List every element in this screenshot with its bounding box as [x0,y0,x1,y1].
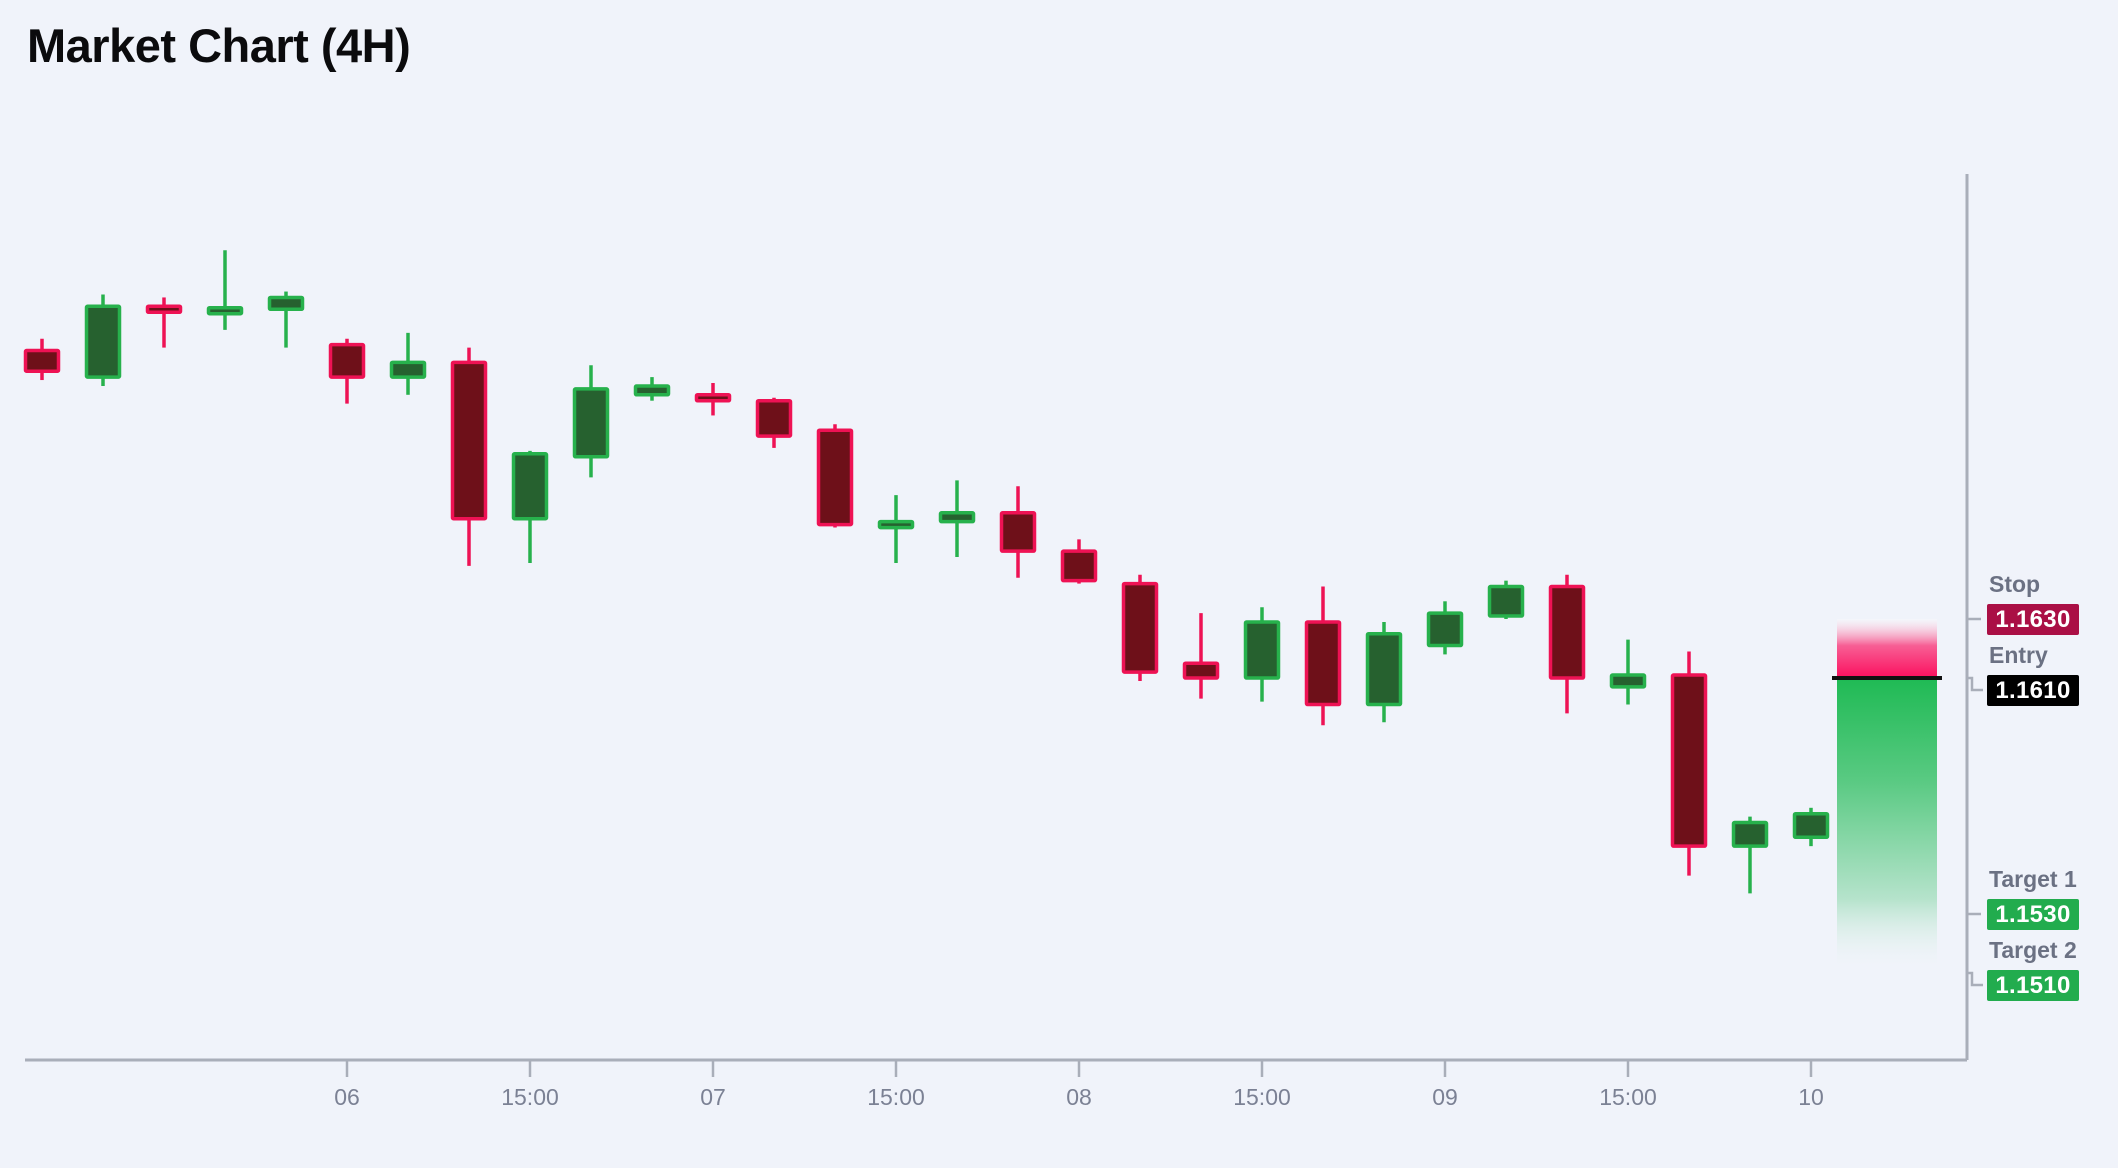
candle-18 [1121,574,1159,681]
candle-6 [389,332,427,395]
candle-body [816,428,854,527]
candle-body [1487,584,1525,618]
candle-body [1304,620,1342,707]
candle-body [694,393,732,403]
target1-label: Target 1 [1989,866,2077,892]
candle-21 [1304,586,1342,726]
x-tick-label-6: 09 [1432,1084,1458,1110]
entry-label: Entry [1989,642,2048,668]
x-tick-label-5: 15:00 [1233,1084,1291,1110]
candle-5 [328,338,366,404]
candle-28 [1731,816,1769,894]
candle-8 [511,450,549,563]
candle-body [1182,661,1220,680]
candle-body [938,511,976,524]
level-connector-3 [1967,971,1983,987]
candle-body [1243,620,1281,680]
level-connector-1 [1967,676,1983,692]
candle-body [572,387,610,459]
candle-body [267,295,305,312]
candle-22 [1365,621,1403,723]
candle-2 [145,297,183,348]
candle-1 [84,294,122,386]
target2-label: Target 2 [1989,937,2077,963]
x-tick-label-1: 15:00 [501,1084,559,1110]
candle-4 [267,291,305,348]
x-tick-label-8: 10 [1798,1084,1824,1110]
candle-body [877,519,915,530]
candle-15 [938,480,976,558]
candle-body [450,360,488,521]
candle-9 [572,365,610,478]
candle-25 [1548,574,1586,714]
x-tick-label-3: 15:00 [867,1084,925,1110]
candle-23 [1426,601,1464,655]
stop-label: Stop [1989,571,2041,597]
candle-12 [755,397,793,448]
candle-24 [1487,580,1525,619]
risk-zone [1837,619,1937,678]
candle-17 [1060,539,1098,584]
candle-body [1121,581,1159,674]
candle-body [23,348,61,373]
candle-body [1060,549,1098,583]
candle-body [328,342,366,379]
candle-body [1548,584,1586,680]
candle-20 [1243,607,1281,702]
candle-body [389,360,427,379]
stop-price-badge: 1.1630 [1987,603,2079,635]
candle-body [1426,611,1464,648]
x-tick-label-2: 07 [700,1084,726,1110]
page-title: Market Chart (4H) [27,19,411,72]
candle-16 [999,486,1037,578]
candle-body [1365,632,1403,707]
candle-body [1670,673,1708,848]
candle-body [145,304,183,314]
x-tick-label-7: 15:00 [1599,1084,1657,1110]
candle-26 [1609,639,1647,705]
candle-body [84,304,122,379]
candle-body [1792,811,1830,840]
candle-11 [694,383,732,416]
candle-body [206,305,244,316]
candle-29 [1792,807,1830,847]
target2-price-badge: 1.1510 [1987,969,2079,1001]
candle-0 [23,338,61,381]
candle-19 [1182,613,1220,699]
candle-body [755,398,793,438]
candle-14 [877,495,915,563]
candle-body [633,384,671,397]
candle-body [999,511,1037,553]
target1-price-badge: 1.1530 [1987,898,2079,930]
candle-13 [816,424,854,528]
candle-body [511,452,549,521]
x-tick-label-0: 06 [334,1084,360,1110]
x-tick-label-4: 08 [1066,1084,1092,1110]
candle-body [1731,820,1769,848]
candle-7 [450,347,488,566]
reward-zone [1837,678,1937,973]
entry-price-badge: 1.1610 [1987,674,2079,706]
candle-10 [633,377,671,401]
candle-3 [206,250,244,330]
candle-27 [1670,651,1708,876]
candle-body [1609,673,1647,689]
